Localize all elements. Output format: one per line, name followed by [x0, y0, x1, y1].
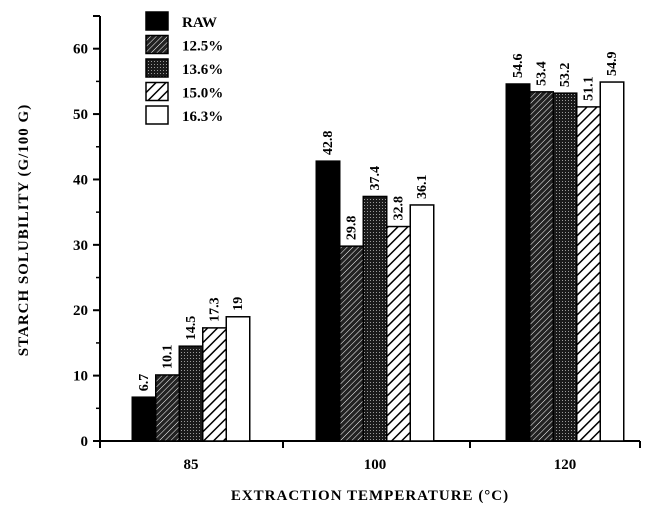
- y-tick-label: 20: [73, 303, 88, 319]
- data-label: 51.1: [582, 76, 597, 101]
- x-tick-label: 120: [554, 457, 577, 473]
- data-labels: 6.7 42.8 54.6 10.1 29.8 53.4 14.5 37.4 53.2 17.3 3…: [137, 52, 620, 392]
- y-tick-label: 50: [73, 107, 88, 123]
- bar: [362, 195, 388, 442]
- data-label: 53.2: [558, 63, 573, 88]
- bar: [409, 204, 435, 442]
- legend-swatch: [145, 58, 169, 78]
- bar: [576, 106, 601, 442]
- y-tick-label: 60: [73, 42, 88, 58]
- y-tick-label: 0: [81, 434, 89, 450]
- bar: [505, 83, 531, 442]
- data-label: 10.1: [161, 344, 176, 369]
- bar: [202, 327, 227, 442]
- legend-swatch: [145, 11, 169, 31]
- y-tick-label: 40: [73, 172, 88, 188]
- bar: [155, 374, 180, 442]
- legend-label: 12.5%: [182, 39, 223, 55]
- data-label: 54.6: [511, 54, 526, 79]
- data-label: 32.8: [392, 196, 407, 221]
- bar: [225, 316, 251, 442]
- y-axis-title: STARCH SOLUBILITY (G/100 G): [16, 104, 32, 356]
- data-label: 36.1: [415, 174, 430, 199]
- bar: [599, 81, 625, 442]
- data-label: 29.8: [345, 216, 360, 241]
- data-label: 54.9: [605, 52, 620, 77]
- bar: [386, 225, 411, 442]
- bar: [339, 245, 364, 442]
- legend-label: 16.3%: [182, 109, 223, 125]
- bar: [529, 91, 554, 442]
- legend-label: RAW: [182, 15, 217, 31]
- data-label: 37.4: [368, 166, 383, 191]
- data-label: 17.3: [208, 297, 223, 322]
- bars: [131, 81, 625, 442]
- legend-label: 15.0%: [182, 86, 223, 102]
- data-label: 19: [231, 297, 246, 311]
- x-tick-label: 100: [364, 457, 387, 473]
- bar: [178, 345, 204, 442]
- data-label: 6.7: [137, 374, 152, 392]
- bar: [552, 92, 578, 442]
- legend-swatch: [145, 34, 169, 55]
- data-label: 53.4: [535, 61, 550, 86]
- x-axis-title: EXTRACTION TEMPERATURE (°C): [231, 488, 509, 504]
- y-tick-label: 30: [73, 238, 88, 254]
- legend: RAW 12.5% 13.6% 15.0% 16.3%: [145, 11, 223, 125]
- data-label: 14.5: [184, 316, 199, 341]
- data-label: 42.8: [321, 131, 336, 156]
- legend-swatch: [145, 81, 169, 102]
- bar: [315, 160, 341, 442]
- y-tick-label: 10: [73, 369, 88, 385]
- legend-label: 13.6%: [182, 62, 223, 78]
- legend-swatch: [145, 105, 169, 125]
- bar: [131, 396, 157, 442]
- x-tick-label: 85: [184, 457, 199, 473]
